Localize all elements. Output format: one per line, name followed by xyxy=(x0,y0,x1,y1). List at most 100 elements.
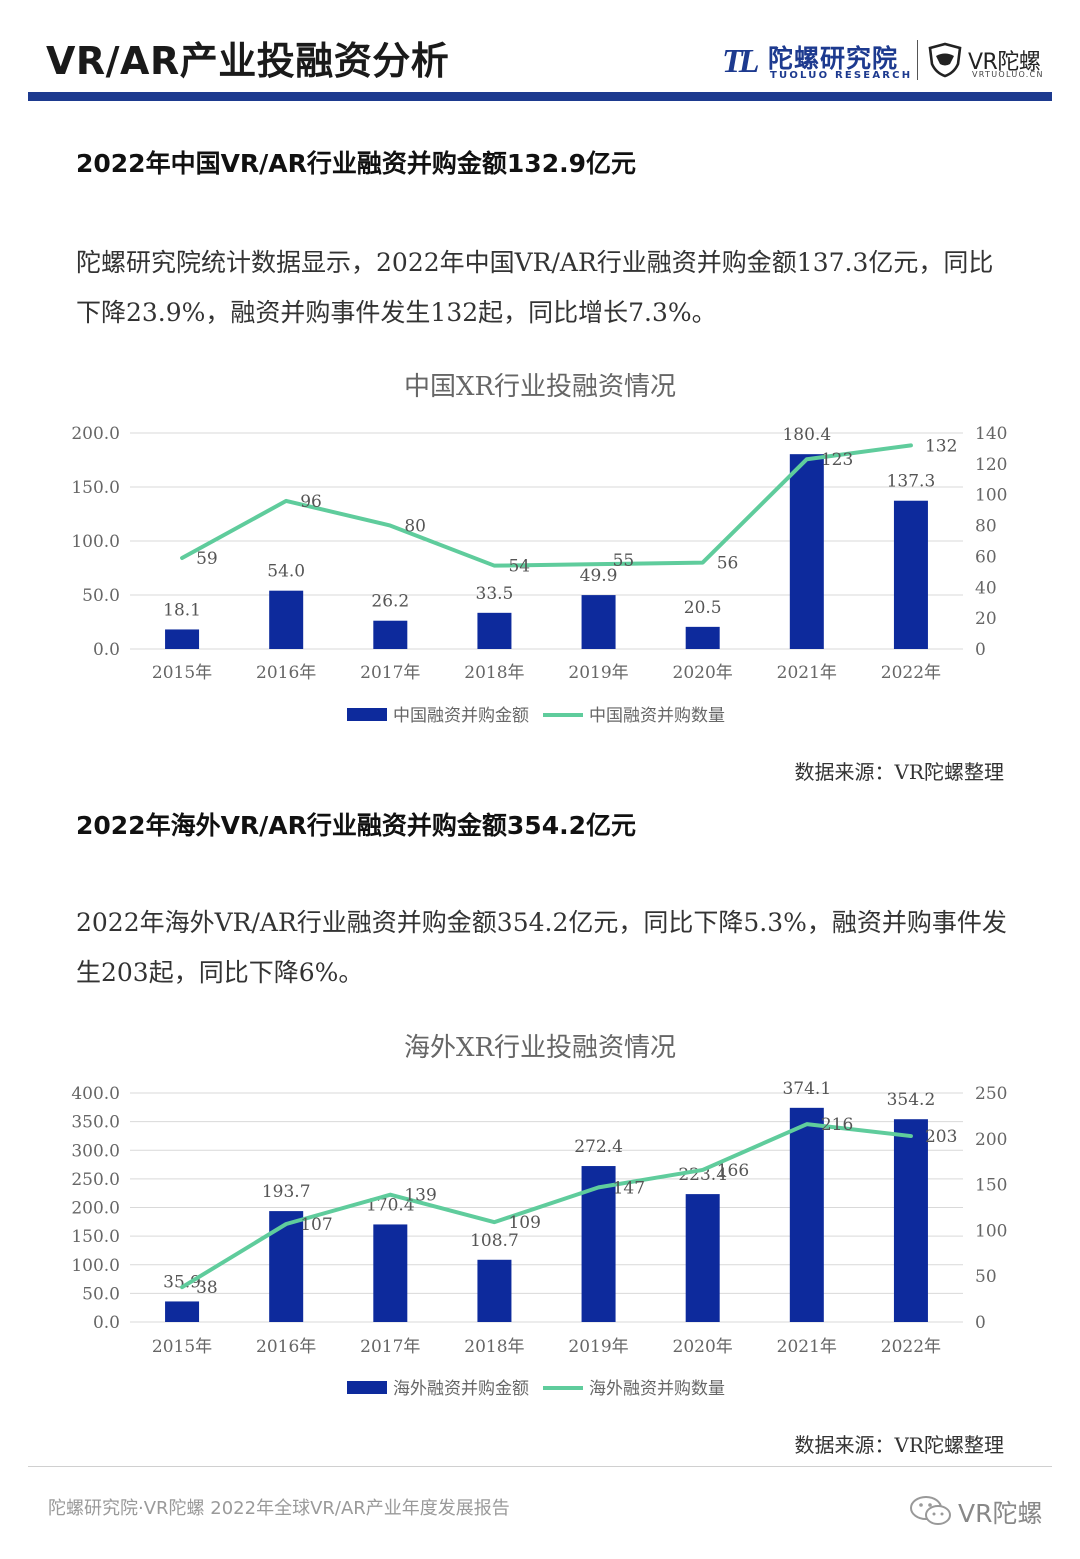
legend-label-bar: 海外融资并购金额 xyxy=(393,1379,529,1399)
bar-data-label: 193.7 xyxy=(262,1182,311,1202)
y-tick-label: 300.0 xyxy=(71,1141,120,1161)
line-data-label: 56 xyxy=(717,554,739,574)
x-tick-label: 2018年 xyxy=(464,1337,524,1357)
y2-tick-label: 150 xyxy=(975,1176,1007,1196)
bar xyxy=(269,590,304,649)
x-tick-label: 2015年 xyxy=(152,1337,212,1357)
bar xyxy=(893,1119,928,1322)
bar xyxy=(581,595,616,649)
x-tick-label: 2021年 xyxy=(777,1337,837,1357)
wechat-icon xyxy=(910,1496,951,1525)
legend-swatch-bar xyxy=(347,708,387,721)
line-data-label: 96 xyxy=(300,492,322,512)
x-tick-label: 2020年 xyxy=(673,1337,733,1357)
x-tick-label: 2017年 xyxy=(360,1337,420,1357)
data-source-china: 数据来源：VR陀螺整理 xyxy=(794,760,1004,784)
y-tick-label: 50.0 xyxy=(82,586,120,606)
header-divider-bar xyxy=(28,92,1052,101)
data-source-overseas: 数据来源：VR陀螺整理 xyxy=(794,1433,1004,1457)
y2-tick-label: 120 xyxy=(975,455,1007,475)
x-tick-label: 2021年 xyxy=(777,663,837,683)
y-tick-label: 50.0 xyxy=(82,1284,120,1304)
x-tick-label: 2016年 xyxy=(256,663,316,683)
page-title: VR/AR产业投融资分析 xyxy=(46,39,450,83)
section-paragraph-china: 陀螺研究院统计数据显示，2022年中国VR/AR行业融资并购金额137.3亿元，… xyxy=(76,248,994,327)
bar-data-label: 26.2 xyxy=(371,592,409,612)
line-data-label: 132 xyxy=(925,436,957,456)
y2-tick-label: 0 xyxy=(975,640,986,660)
bar-data-label: 170.4 xyxy=(366,1195,415,1215)
footer-report-title: 陀螺研究院·VR陀螺 2022年全球VR/AR产业年度发展报告 xyxy=(48,1498,510,1519)
y2-tick-label: 80 xyxy=(975,517,997,537)
line-data-label: 59 xyxy=(196,549,218,569)
bar-data-label: 33.5 xyxy=(476,584,514,604)
vr-tuoluo-logo-url: VRTUOLUO.CN xyxy=(972,70,1044,79)
bar-data-label: 180.4 xyxy=(782,425,831,445)
tuoluo-logo-subtitle: TUOLUO RESEARCH xyxy=(770,70,913,81)
line-data-label: 109 xyxy=(508,1213,540,1233)
y-tick-label: 0.0 xyxy=(93,1313,120,1333)
y2-tick-label: 100 xyxy=(975,1221,1007,1241)
y2-tick-label: 0 xyxy=(975,1313,986,1333)
x-tick-label: 2022年 xyxy=(881,1337,941,1357)
line-data-label: 166 xyxy=(717,1161,749,1181)
line-data-label: 147 xyxy=(613,1178,645,1198)
y-tick-label: 150.0 xyxy=(71,1227,120,1247)
line-data-label: 216 xyxy=(821,1115,853,1135)
logo-divider xyxy=(917,40,918,80)
y2-tick-label: 50 xyxy=(975,1267,997,1287)
section-heading-china: 2022年中国VR/AR行业融资并购金额132.9亿元 xyxy=(76,149,636,178)
bar-data-label: 137.3 xyxy=(887,472,936,492)
y-tick-label: 250.0 xyxy=(71,1170,120,1190)
y2-tick-label: 140 xyxy=(975,424,1007,444)
tuoluo-logo-icon: TL xyxy=(722,43,760,80)
bar-data-label: 49.9 xyxy=(580,566,618,586)
bar xyxy=(789,454,824,649)
y-tick-label: 200.0 xyxy=(71,424,120,444)
bar xyxy=(685,626,720,649)
bar xyxy=(165,629,200,649)
x-tick-label: 2020年 xyxy=(673,663,733,683)
overseas-xr-financing-chart: 海外XR行业投融资情况 0.0 50.0 100.0 150.0 200.0 250.0 30… xyxy=(71,1033,1007,1399)
vr-tuoluo-logo-name: VR陀螺 xyxy=(968,50,1041,75)
y2-tick-label: 40 xyxy=(975,578,997,598)
footer-brand: VR陀螺 xyxy=(958,1499,1043,1528)
y-tick-label: 200.0 xyxy=(71,1199,120,1219)
y2-tick-label: 200 xyxy=(975,1130,1007,1150)
x-tick-label: 2017年 xyxy=(360,663,420,683)
y2-tick-label: 100 xyxy=(975,486,1007,506)
y-tick-label: 400.0 xyxy=(71,1084,120,1104)
bar xyxy=(477,612,512,649)
legend-label-line: 中国融资并购数量 xyxy=(589,706,725,726)
x-tick-label: 2016年 xyxy=(256,1337,316,1357)
line-data-label: 107 xyxy=(300,1215,332,1235)
bar-data-label: 374.1 xyxy=(782,1079,831,1099)
legend-swatch-bar xyxy=(347,1381,387,1394)
bar xyxy=(269,1211,304,1322)
x-tick-label: 2019年 xyxy=(568,1337,628,1357)
line-data-label: 38 xyxy=(196,1278,218,1298)
y2-tick-label: 250 xyxy=(975,1084,1007,1104)
bar-data-label: 35.9 xyxy=(163,1272,201,1292)
vr-tuoluo-shield-icon xyxy=(928,42,962,78)
line-series xyxy=(180,443,913,568)
bar-data-label: 108.7 xyxy=(470,1231,519,1251)
bar-data-label: 20.5 xyxy=(684,598,722,618)
y-tick-label: 100.0 xyxy=(71,1256,120,1276)
bar-data-label: 18.1 xyxy=(163,600,201,620)
chart-title: 海外XR行业投融资情况 xyxy=(404,1033,676,1063)
bar xyxy=(373,620,408,649)
line-data-label: 139 xyxy=(404,1186,436,1206)
x-tick-label: 2018年 xyxy=(464,663,524,683)
bar-data-label: 272.4 xyxy=(574,1137,623,1157)
bar-data-label: 354.2 xyxy=(887,1090,936,1110)
y-tick-label: 100.0 xyxy=(71,532,120,552)
bar xyxy=(477,1259,512,1322)
section-paragraph-overseas: 2022年海外VR/AR行业融资并购金额354.2亿元，同比下降5.3%，融资并… xyxy=(76,908,1007,987)
bar xyxy=(893,500,928,649)
tuoluo-logo-name: 陀螺研究院 xyxy=(768,44,899,73)
x-tick-label: 2022年 xyxy=(881,663,941,683)
y2-tick-label: 20 xyxy=(975,609,997,629)
x-tick-label: 2019年 xyxy=(568,663,628,683)
y-tick-label: 350.0 xyxy=(71,1113,120,1133)
